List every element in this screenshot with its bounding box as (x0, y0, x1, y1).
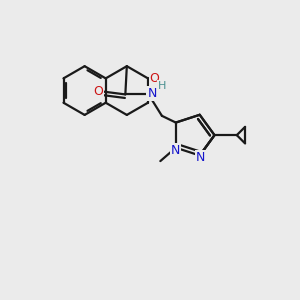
Text: N: N (170, 144, 180, 157)
Text: O: O (93, 85, 103, 98)
Text: N: N (147, 87, 157, 100)
Text: N: N (196, 152, 205, 164)
Text: H: H (158, 81, 166, 91)
Text: O: O (149, 72, 159, 85)
